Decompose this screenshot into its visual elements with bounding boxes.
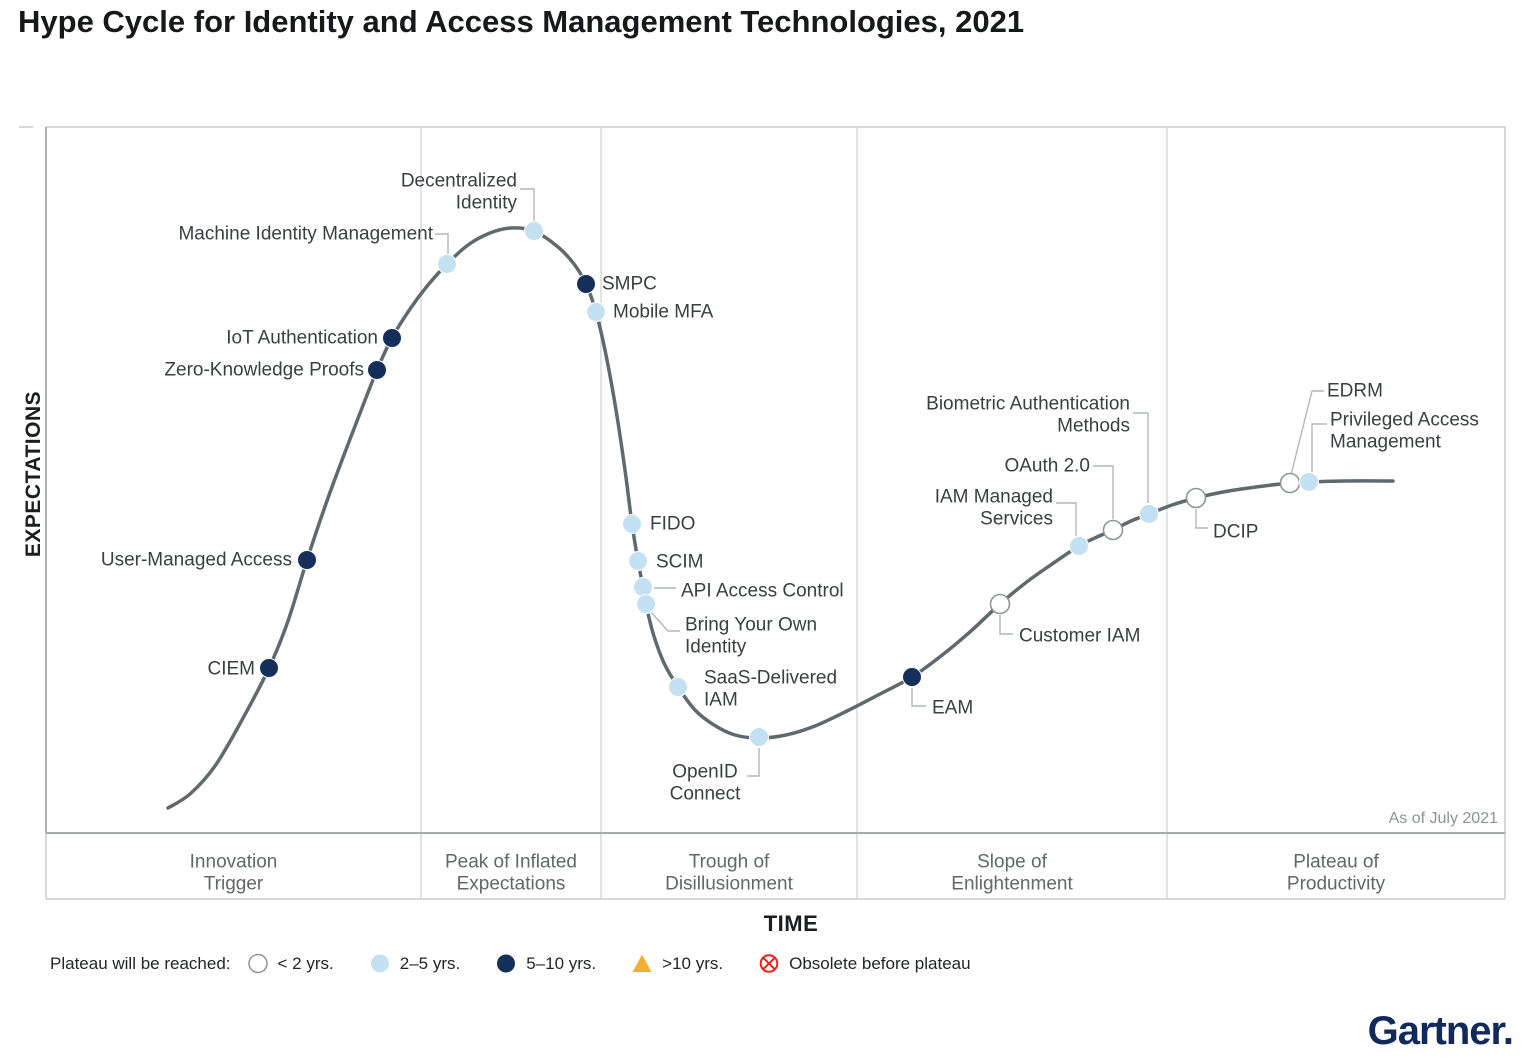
point-label-biometric-authentication-methods: Methods (1057, 416, 1130, 437)
point-dot-privileged-access-management (1299, 472, 1319, 492)
phase-label-innovation-trigger: Innovation (190, 852, 278, 873)
legend-marker-circle-lt2 (247, 953, 268, 974)
point-dot-bring-your-own-identity (636, 594, 656, 614)
point-label-oauth-2-0: OAuth 2.0 (1004, 456, 1090, 477)
point-label-user-managed-access: User-Managed Access (101, 550, 292, 571)
legend-marker-triangle-gt10 (632, 954, 652, 972)
point-connector-dcip (1195, 509, 1208, 529)
point-label-mobile-mfa: Mobile MFA (613, 302, 714, 323)
phase-label-slope-of-enlightenment: Enlightenment (951, 874, 1073, 895)
point-label-iam-managed-services: Services (980, 509, 1053, 530)
point-connector-privileged-access-management (1311, 423, 1327, 472)
point-dot-ciem (259, 658, 279, 678)
point-label-ciem: CIEM (208, 659, 256, 680)
point-dot-biometric-authentication-methods (1139, 504, 1159, 524)
point-connector-bring-your-own-identity (649, 610, 680, 632)
point-connector-iam-managed-services (1056, 502, 1077, 536)
point-dot-decentralized-identity (524, 221, 544, 241)
point-label-edrm: EDRM (1327, 381, 1383, 402)
point-connector-machine-identity-management (435, 233, 449, 254)
point-label-machine-identity-management: Machine Identity Management (178, 224, 433, 245)
point-connector-edrm (1290, 390, 1324, 476)
phase-label-plateau-of-productivity: Productivity (1287, 874, 1386, 895)
point-dot-machine-identity-management (437, 254, 457, 274)
phase-label-plateau-of-productivity: Plateau of (1293, 852, 1379, 873)
x-axis-label: TIME (763, 911, 819, 936)
point-label-dcip: DCIP (1213, 522, 1258, 543)
legend-item-label: Obsolete before plateau (789, 953, 971, 973)
point-dot-eam (902, 667, 922, 687)
point-connector-eam (911, 688, 926, 707)
phase-label-trough-of-disillusionment: Disillusionment (665, 874, 793, 895)
point-dot-scim (628, 551, 648, 571)
legend-item-2-5-yrs: 2–5 yrs. (369, 953, 460, 974)
y-axis-label: EXPECTATIONS (22, 390, 45, 558)
point-label-bring-your-own-identity: Identity (685, 637, 747, 658)
chart-title: Hype Cycle for Identity and Access Manag… (18, 4, 1025, 39)
phase-label-slope-of-enlightenment: Slope of (977, 852, 1047, 873)
phase-label-innovation-trigger: Trigger (204, 874, 264, 895)
point-connector-customer-iam (999, 615, 1013, 635)
point-label-api-access-control: API Access Control (681, 581, 844, 602)
point-dot-fido (622, 514, 642, 534)
point-label-smpc: SMPC (602, 274, 657, 295)
hype-curve (166, 226, 1395, 810)
point-dot-edrm (1279, 472, 1301, 494)
point-label-biometric-authentication-methods: Biometric Authentication (926, 394, 1130, 415)
point-label-fido: FIDO (650, 514, 695, 535)
legend-item-label: 2–5 yrs. (399, 953, 461, 973)
phase-label-peak-of-inflated-expectations: Peak of Inflated (445, 852, 577, 873)
legend-item-label: < 2 yrs. (277, 953, 334, 973)
point-label-openid-connect: OpenID (672, 762, 737, 783)
legend-item-obsolete-before-plateau: Obsolete before plateau (758, 953, 971, 974)
point-connector-openid-connect (747, 748, 760, 777)
legend-marker-circle-n510 (497, 954, 516, 973)
point-label-bring-your-own-identity: Bring Your Own (685, 615, 817, 636)
legend-item-2-yrs: < 2 yrs. (247, 953, 334, 974)
legend-marker-obsolete-obs (759, 954, 779, 973)
point-label-eam: EAM (932, 698, 973, 719)
point-dot-dcip (1185, 487, 1207, 509)
point-label-zero-knowledge-proofs: Zero-Knowledge Proofs (164, 360, 364, 381)
legend-item-label: 5–10 yrs. (526, 953, 597, 973)
point-dot-zero-knowledge-proofs (367, 360, 387, 380)
point-label-customer-iam: Customer IAM (1019, 626, 1140, 647)
phase-label-peak-of-inflated-expectations: Expectations (457, 874, 566, 895)
point-dot-iot-authentication (382, 328, 402, 348)
point-dot-mobile-mfa (586, 302, 606, 322)
point-label-decentralized-identity: Decentralized (401, 171, 517, 192)
point-connector-biometric-authentication-methods (1133, 412, 1149, 503)
point-label-saas-delivered-iam: IAM (704, 690, 738, 711)
point-label-privileged-access-management: Privileged Access (1330, 410, 1479, 431)
legend: Plateau will be reached: < 2 yrs. 2–5 yrs… (50, 953, 1006, 974)
point-label-openid-connect: Connect (670, 784, 741, 805)
legend-marker-circle-b25 (370, 954, 389, 973)
legend-item-5-10-yrs: 5–10 yrs. (495, 953, 596, 974)
point-dot-user-managed-access (297, 550, 317, 570)
point-label-saas-delivered-iam: SaaS-Delivered (704, 668, 837, 689)
legend-item-10-yrs: >10 yrs. (631, 953, 723, 974)
legend-item-label: >10 yrs. (662, 953, 724, 973)
point-dot-iam-managed-services (1069, 536, 1089, 556)
point-label-scim: SCIM (656, 552, 704, 573)
point-dot-saas-delivered-iam (668, 677, 688, 697)
point-label-decentralized-identity: Identity (456, 193, 518, 214)
gartner-logo: Gartner. (1367, 1009, 1514, 1053)
point-label-iam-managed-services: IAM Managed (935, 487, 1053, 508)
point-dot-oauth-2-0 (1102, 519, 1124, 541)
point-connector-decentralized-identity (520, 188, 535, 221)
point-dot-smpc (576, 274, 596, 294)
point-dot-openid-connect (749, 727, 769, 747)
legend-title: Plateau will be reached: (50, 953, 231, 973)
as-of-note: As of July 2021 (1388, 810, 1498, 827)
point-label-privileged-access-management: Management (1330, 432, 1442, 453)
phase-label-trough-of-disillusionment: Trough of (689, 852, 770, 873)
point-dot-api-access-control (633, 577, 653, 597)
point-dot-customer-iam (989, 593, 1011, 615)
point-label-iot-authentication: IoT Authentication (226, 328, 378, 349)
point-connector-oauth-2-0 (1093, 465, 1114, 519)
